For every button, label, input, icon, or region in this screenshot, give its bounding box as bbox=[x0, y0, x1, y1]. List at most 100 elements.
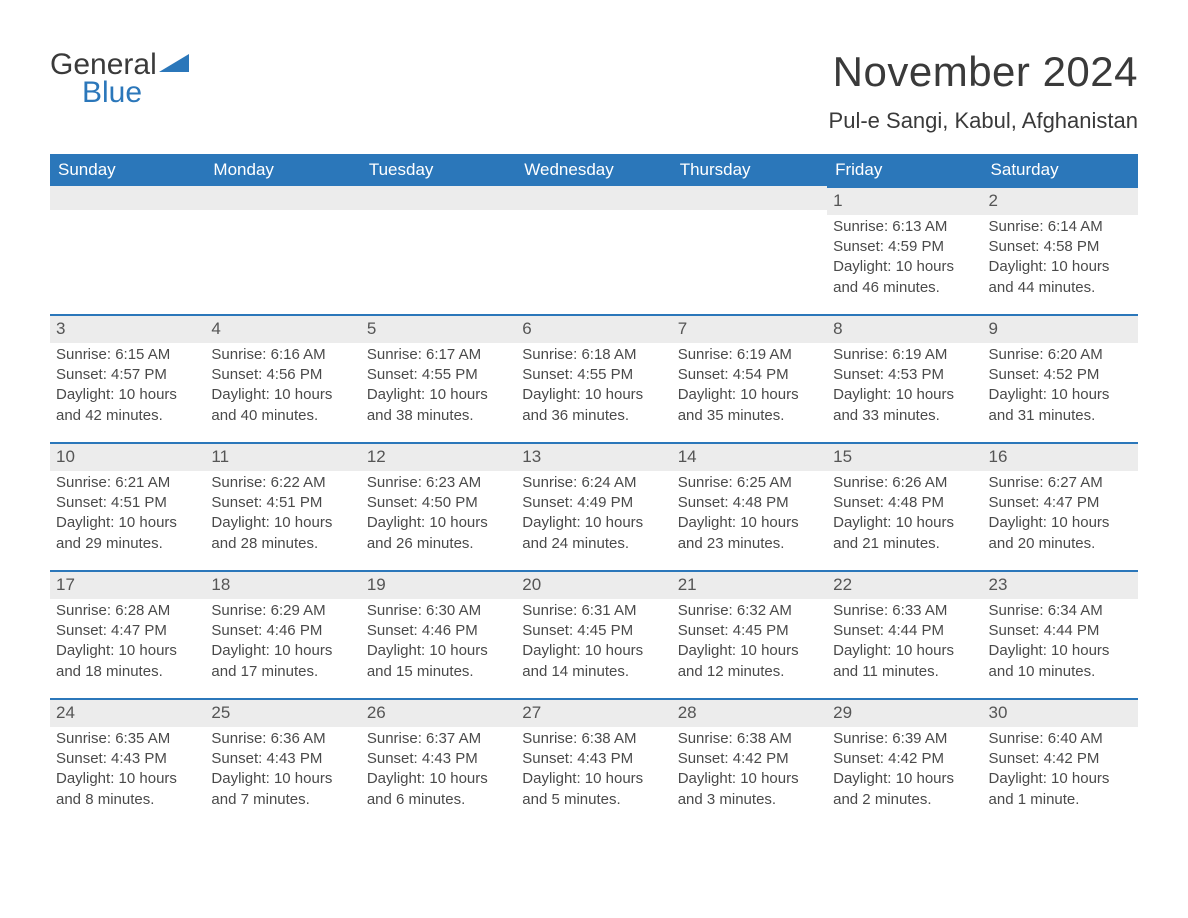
day-number: 7 bbox=[672, 314, 827, 343]
day-number: 6 bbox=[516, 314, 671, 343]
day-sunrise: Sunrise: 6:17 AM bbox=[367, 345, 510, 365]
day-body: Sunrise: 6:28 AMSunset: 4:47 PMDaylight:… bbox=[56, 601, 199, 682]
calendar-day-cell: 9Sunrise: 6:20 AMSunset: 4:52 PMDaylight… bbox=[983, 314, 1138, 442]
day-daylight: Daylight: 10 hours and 11 minutes. bbox=[833, 641, 976, 682]
day-number: 13 bbox=[516, 442, 671, 471]
day-number: 30 bbox=[983, 698, 1138, 727]
calendar-week-row: 17Sunrise: 6:28 AMSunset: 4:47 PMDayligh… bbox=[50, 570, 1138, 698]
page-header: General Blue November 2024 Pul-e Sangi, … bbox=[50, 48, 1138, 134]
calendar-day-cell: 18Sunrise: 6:29 AMSunset: 4:46 PMDayligh… bbox=[205, 570, 360, 698]
day-sunset: Sunset: 4:45 PM bbox=[678, 621, 821, 641]
brand-blue-text: Blue bbox=[82, 76, 142, 110]
dow-friday: Friday bbox=[827, 154, 982, 186]
day-number: 15 bbox=[827, 442, 982, 471]
day-sunrise: Sunrise: 6:25 AM bbox=[678, 473, 821, 493]
day-sunrise: Sunrise: 6:13 AM bbox=[833, 217, 976, 237]
day-daylight: Daylight: 10 hours and 8 minutes. bbox=[56, 769, 199, 810]
day-number bbox=[50, 186, 205, 210]
day-daylight: Daylight: 10 hours and 42 minutes. bbox=[56, 385, 199, 426]
day-sunset: Sunset: 4:55 PM bbox=[522, 365, 665, 385]
day-body: Sunrise: 6:37 AMSunset: 4:43 PMDaylight:… bbox=[367, 729, 510, 810]
calendar-day-cell: 6Sunrise: 6:18 AMSunset: 4:55 PMDaylight… bbox=[516, 314, 671, 442]
calendar-day-cell: 28Sunrise: 6:38 AMSunset: 4:42 PMDayligh… bbox=[672, 698, 827, 826]
day-sunset: Sunset: 4:58 PM bbox=[989, 237, 1132, 257]
day-body: Sunrise: 6:20 AMSunset: 4:52 PMDaylight:… bbox=[989, 345, 1132, 426]
day-body: Sunrise: 6:18 AMSunset: 4:55 PMDaylight:… bbox=[522, 345, 665, 426]
day-sunrise: Sunrise: 6:26 AM bbox=[833, 473, 976, 493]
day-sunrise: Sunrise: 6:20 AM bbox=[989, 345, 1132, 365]
dow-monday: Monday bbox=[205, 154, 360, 186]
day-daylight: Daylight: 10 hours and 15 minutes. bbox=[367, 641, 510, 682]
calendar-week-row: 3Sunrise: 6:15 AMSunset: 4:57 PMDaylight… bbox=[50, 314, 1138, 442]
calendar-day-cell: 7Sunrise: 6:19 AMSunset: 4:54 PMDaylight… bbox=[672, 314, 827, 442]
day-number: 17 bbox=[50, 570, 205, 599]
brand-logo: General Blue bbox=[50, 48, 191, 110]
day-sunrise: Sunrise: 6:35 AM bbox=[56, 729, 199, 749]
day-daylight: Daylight: 10 hours and 46 minutes. bbox=[833, 257, 976, 298]
day-body: Sunrise: 6:13 AMSunset: 4:59 PMDaylight:… bbox=[833, 217, 976, 298]
day-sunset: Sunset: 4:46 PM bbox=[211, 621, 354, 641]
calendar-week-row: 24Sunrise: 6:35 AMSunset: 4:43 PMDayligh… bbox=[50, 698, 1138, 826]
day-sunset: Sunset: 4:43 PM bbox=[522, 749, 665, 769]
day-daylight: Daylight: 10 hours and 21 minutes. bbox=[833, 513, 976, 554]
day-body: Sunrise: 6:40 AMSunset: 4:42 PMDaylight:… bbox=[989, 729, 1132, 810]
day-sunset: Sunset: 4:48 PM bbox=[833, 493, 976, 513]
day-sunrise: Sunrise: 6:16 AM bbox=[211, 345, 354, 365]
day-body: Sunrise: 6:38 AMSunset: 4:42 PMDaylight:… bbox=[678, 729, 821, 810]
calendar-day-cell: 5Sunrise: 6:17 AMSunset: 4:55 PMDaylight… bbox=[361, 314, 516, 442]
day-sunset: Sunset: 4:56 PM bbox=[211, 365, 354, 385]
day-sunrise: Sunrise: 6:14 AM bbox=[989, 217, 1132, 237]
day-number: 10 bbox=[50, 442, 205, 471]
day-body: Sunrise: 6:25 AMSunset: 4:48 PMDaylight:… bbox=[678, 473, 821, 554]
calendar-day-cell bbox=[672, 186, 827, 314]
day-number: 24 bbox=[50, 698, 205, 727]
day-number: 28 bbox=[672, 698, 827, 727]
calendar-day-cell: 26Sunrise: 6:37 AMSunset: 4:43 PMDayligh… bbox=[361, 698, 516, 826]
day-body: Sunrise: 6:35 AMSunset: 4:43 PMDaylight:… bbox=[56, 729, 199, 810]
day-of-week-header-row: Sunday Monday Tuesday Wednesday Thursday… bbox=[50, 154, 1138, 186]
day-number: 1 bbox=[827, 186, 982, 215]
day-sunrise: Sunrise: 6:31 AM bbox=[522, 601, 665, 621]
day-body: Sunrise: 6:31 AMSunset: 4:45 PMDaylight:… bbox=[522, 601, 665, 682]
day-number: 4 bbox=[205, 314, 360, 343]
calendar-week-row: 10Sunrise: 6:21 AMSunset: 4:51 PMDayligh… bbox=[50, 442, 1138, 570]
day-sunrise: Sunrise: 6:27 AM bbox=[989, 473, 1132, 493]
calendar-day-cell: 22Sunrise: 6:33 AMSunset: 4:44 PMDayligh… bbox=[827, 570, 982, 698]
day-sunrise: Sunrise: 6:38 AM bbox=[678, 729, 821, 749]
day-sunrise: Sunrise: 6:32 AM bbox=[678, 601, 821, 621]
day-sunset: Sunset: 4:47 PM bbox=[989, 493, 1132, 513]
calendar-day-cell: 8Sunrise: 6:19 AMSunset: 4:53 PMDaylight… bbox=[827, 314, 982, 442]
day-daylight: Daylight: 10 hours and 14 minutes. bbox=[522, 641, 665, 682]
day-body: Sunrise: 6:19 AMSunset: 4:53 PMDaylight:… bbox=[833, 345, 976, 426]
calendar-day-cell: 11Sunrise: 6:22 AMSunset: 4:51 PMDayligh… bbox=[205, 442, 360, 570]
day-sunrise: Sunrise: 6:37 AM bbox=[367, 729, 510, 749]
day-daylight: Daylight: 10 hours and 28 minutes. bbox=[211, 513, 354, 554]
day-body: Sunrise: 6:39 AMSunset: 4:42 PMDaylight:… bbox=[833, 729, 976, 810]
day-sunset: Sunset: 4:49 PM bbox=[522, 493, 665, 513]
day-number bbox=[205, 186, 360, 210]
day-sunset: Sunset: 4:54 PM bbox=[678, 365, 821, 385]
day-body: Sunrise: 6:16 AMSunset: 4:56 PMDaylight:… bbox=[211, 345, 354, 426]
day-daylight: Daylight: 10 hours and 31 minutes. bbox=[989, 385, 1132, 426]
day-sunset: Sunset: 4:47 PM bbox=[56, 621, 199, 641]
day-sunset: Sunset: 4:42 PM bbox=[989, 749, 1132, 769]
day-body: Sunrise: 6:26 AMSunset: 4:48 PMDaylight:… bbox=[833, 473, 976, 554]
day-daylight: Daylight: 10 hours and 2 minutes. bbox=[833, 769, 976, 810]
calendar-day-cell bbox=[361, 186, 516, 314]
calendar-day-cell: 10Sunrise: 6:21 AMSunset: 4:51 PMDayligh… bbox=[50, 442, 205, 570]
calendar-day-cell: 23Sunrise: 6:34 AMSunset: 4:44 PMDayligh… bbox=[983, 570, 1138, 698]
day-daylight: Daylight: 10 hours and 33 minutes. bbox=[833, 385, 976, 426]
day-body: Sunrise: 6:24 AMSunset: 4:49 PMDaylight:… bbox=[522, 473, 665, 554]
day-number: 26 bbox=[361, 698, 516, 727]
day-number: 5 bbox=[361, 314, 516, 343]
day-sunrise: Sunrise: 6:33 AM bbox=[833, 601, 976, 621]
day-daylight: Daylight: 10 hours and 24 minutes. bbox=[522, 513, 665, 554]
calendar-day-cell: 29Sunrise: 6:39 AMSunset: 4:42 PMDayligh… bbox=[827, 698, 982, 826]
day-body: Sunrise: 6:29 AMSunset: 4:46 PMDaylight:… bbox=[211, 601, 354, 682]
day-sunset: Sunset: 4:59 PM bbox=[833, 237, 976, 257]
day-sunset: Sunset: 4:43 PM bbox=[211, 749, 354, 769]
day-sunset: Sunset: 4:46 PM bbox=[367, 621, 510, 641]
day-sunrise: Sunrise: 6:15 AM bbox=[56, 345, 199, 365]
day-body: Sunrise: 6:38 AMSunset: 4:43 PMDaylight:… bbox=[522, 729, 665, 810]
day-number: 9 bbox=[983, 314, 1138, 343]
